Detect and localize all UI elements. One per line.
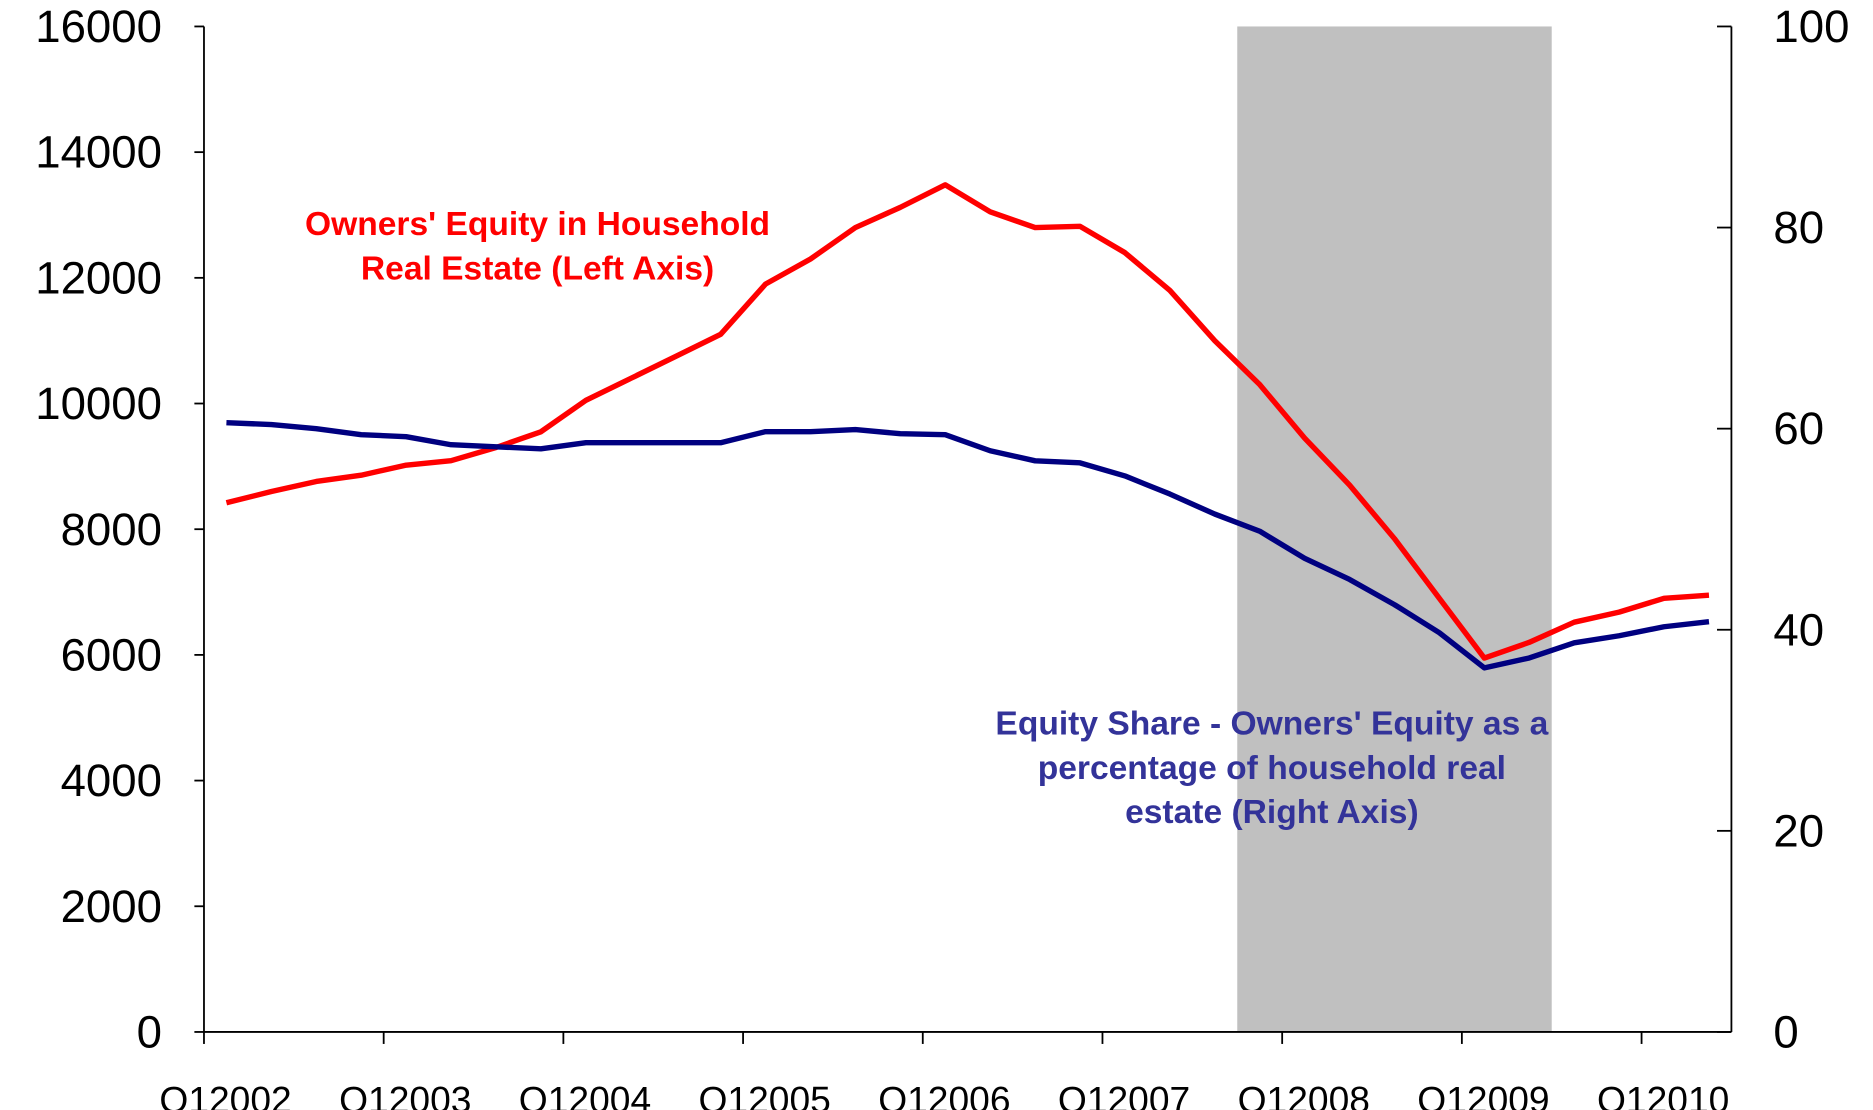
y-tick-label: 12000 (35, 252, 162, 303)
y-tick-label: 0 (137, 1007, 162, 1058)
y-tick-label: 14000 (35, 127, 162, 178)
y-tick-label: 2000 (61, 881, 162, 932)
y2-tick-label: 60 (1773, 403, 1824, 454)
series-line (225, 182, 1710, 661)
x-tick-label: Q12007 (1058, 1078, 1190, 1110)
y2-tick-label: 100 (1773, 1, 1849, 52)
y-tick-label: 4000 (61, 755, 162, 806)
x-tick-label: Q12005 (698, 1078, 830, 1110)
x-tick-label: Q12008 (1238, 1078, 1370, 1110)
x-tick-label: Q12009 (1417, 1078, 1549, 1110)
x-tick-label: Q12006 (878, 1078, 1010, 1110)
annotation: percentage of household real (1038, 750, 1506, 787)
x-tick-label: Q12003 (339, 1078, 471, 1110)
shaded-region (1237, 26, 1552, 1032)
y2-tick-label: 20 (1773, 805, 1824, 856)
x-tick-label: Q12002 (159, 1078, 291, 1110)
y-tick-label: 6000 (61, 629, 162, 680)
annotation: Equity Share - Owners' Equity as a (995, 705, 1548, 742)
series-line (226, 419, 1710, 671)
y-tick-label: 10000 (35, 378, 162, 429)
y2-tick-label: 40 (1773, 604, 1824, 655)
x-tick-label: Q12004 (519, 1078, 651, 1110)
y2-tick-label: 80 (1773, 202, 1824, 253)
annotation: estate (Right Axis) (1125, 794, 1419, 831)
y-tick-label: 16000 (35, 1, 162, 52)
x-tick-label: Q12010 (1597, 1078, 1729, 1110)
annotation: Real Estate (Left Axis) (361, 251, 714, 288)
y2-tick-label: 0 (1773, 1007, 1798, 1058)
y-tick-label: 8000 (61, 504, 162, 555)
annotation: Owners' Equity in Household (305, 206, 770, 243)
